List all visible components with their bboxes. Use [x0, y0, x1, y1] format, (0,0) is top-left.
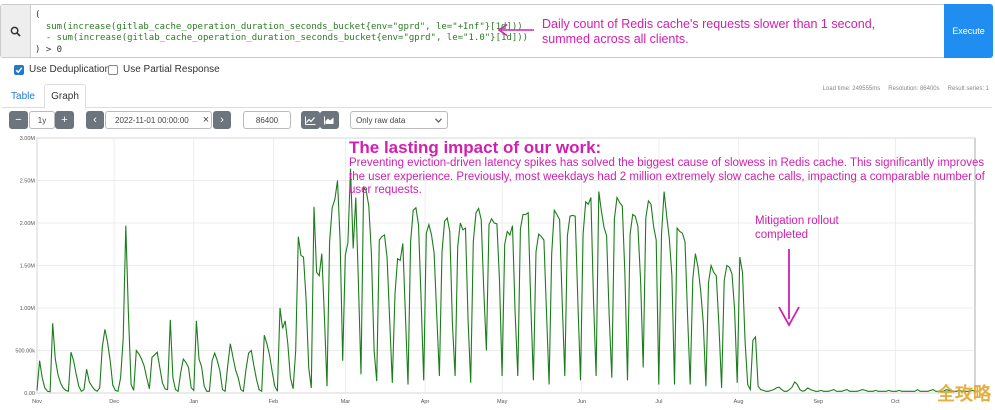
deduplication-label: Use Deduplication — [29, 64, 111, 75]
y-tick-label: 500.00k — [15, 349, 35, 355]
x-tick-label: Aug — [734, 399, 744, 405]
partial-response-option[interactable]: Use Partial Response — [108, 64, 220, 75]
clear-end-time-icon[interactable]: × — [202, 114, 210, 126]
x-tick-label: Nov — [32, 399, 42, 405]
y-tick-label: 3.00M — [20, 136, 36, 142]
query-bar: ( sum(increase(gitlab_cache_operation_du… — [0, 4, 993, 58]
select-value: Only raw data — [356, 115, 406, 125]
result-series: Result series: 1 — [947, 86, 989, 92]
x-tick-label: Mar — [341, 399, 351, 405]
tab-table[interactable]: Table — [11, 90, 35, 102]
x-tick-label: Jun — [577, 399, 586, 405]
annotation-arrow-icon — [497, 23, 534, 37]
watermark-logo: 全攻略 — [937, 384, 991, 405]
result-tabs: Table Graph — [2, 84, 992, 109]
x-tick-label: Jul — [655, 399, 662, 405]
x-tick-label: May — [497, 399, 508, 405]
tab-graph[interactable]: Graph — [44, 84, 86, 109]
x-tick-label: Apr — [421, 399, 430, 405]
y-tick-label: 1.50M — [20, 264, 36, 270]
end-time-forward-button[interactable]: › — [213, 111, 231, 129]
expression-input[interactable]: ( sum(increase(gitlab_cache_operation_du… — [35, 10, 528, 56]
mitigation-label: Mitigation rollout completed — [755, 215, 839, 241]
range-increase-button[interactable]: + — [55, 111, 74, 129]
y-tick-label: 1.00M — [20, 306, 36, 312]
expression-line: ) > 0 — [35, 44, 63, 55]
resolution-select[interactable]: Only raw data — [350, 111, 448, 129]
resolution-stat: Resolution: 86400s — [888, 86, 940, 92]
range-decrease-button[interactable]: − — [9, 111, 28, 129]
resolution-input[interactable]: 86400 — [243, 111, 291, 129]
partial-response-label: Use Partial Response — [123, 64, 220, 75]
x-tick-label: Jan — [189, 399, 198, 405]
x-tick-label: Oct — [891, 399, 900, 405]
query-stats: Load time: 249555ms Resolution: 86400s R… — [823, 86, 989, 92]
area-chart-icon[interactable] — [320, 111, 339, 129]
partial-response-checkbox[interactable] — [108, 64, 118, 75]
load-time: Load time: 249555ms — [822, 86, 881, 92]
x-tick-label: Sep — [813, 399, 823, 405]
graph-panel: 0.00 500.00k 1.00M 1.50M 2.00M 2.50M 3.00M Nov… — [0, 133, 995, 410]
expression-line: ( — [35, 10, 41, 20]
overlay-body: Preventing eviction-driven latency spike… — [349, 157, 985, 196]
overlay-title: The lasting impact of our work: — [349, 138, 602, 157]
execute-button[interactable]: Execute — [944, 4, 993, 58]
y-tick-label: 0.00 — [24, 391, 35, 397]
end-time-back-button[interactable]: ‹ — [86, 111, 104, 129]
end-time-value: 2022-11-01 00:00:00 — [115, 115, 189, 125]
deduplication-checkbox[interactable] — [14, 64, 24, 75]
expression-line: sum(increase(gitlab_cache_operation_dura… — [35, 21, 523, 32]
y-tick-label: 2.00M — [20, 221, 36, 227]
series-line — [36, 168, 976, 393]
line-chart-icon[interactable] — [301, 111, 320, 129]
mitigation-arrow-icon — [778, 249, 800, 327]
time-series-chart[interactable]: 0.00 500.00k 1.00M 1.50M 2.00M 2.50M 3.00M Nov… — [0, 133, 995, 410]
range-input[interactable]: 1y — [29, 111, 55, 129]
expression-line: - sum(increase(gitlab_cache_operation_du… — [35, 33, 529, 43]
chevron-down-icon — [435, 115, 442, 125]
end-time-input[interactable]: 2022-11-01 00:00:00 × — [105, 111, 212, 129]
deduplication-option[interactable]: Use Deduplication — [14, 64, 110, 75]
x-tick-label: Feb — [269, 399, 278, 405]
query-annotation: Daily count of Redis cache's requests sl… — [542, 17, 876, 46]
y-tick-label: 2.50M — [20, 179, 36, 185]
search-icon[interactable] — [1, 5, 31, 57]
x-tick-label: Dec — [109, 399, 119, 405]
